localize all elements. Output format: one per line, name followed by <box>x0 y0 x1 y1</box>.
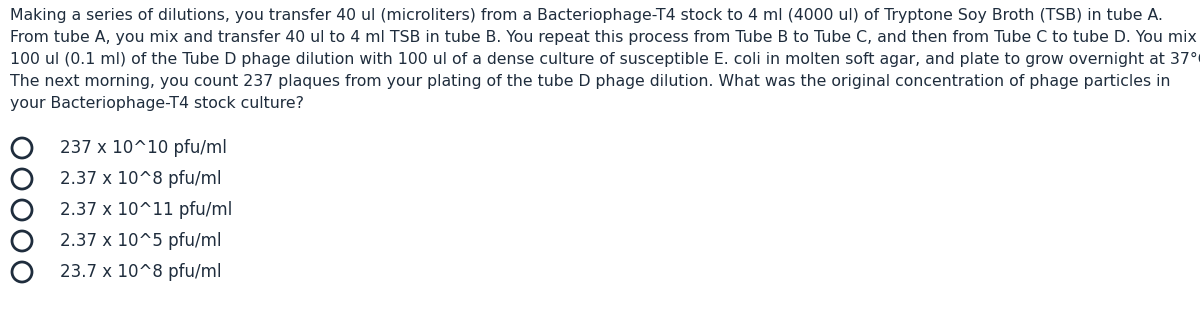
Text: 23.7 x 10^8 pfu/ml: 23.7 x 10^8 pfu/ml <box>60 263 222 281</box>
Text: Making a series of dilutions, you transfer 40 ul (microliters) from a Bacterioph: Making a series of dilutions, you transf… <box>10 8 1163 23</box>
Text: From tube A, you mix and transfer 40 ul to 4 ml TSB in tube B. You repeat this p: From tube A, you mix and transfer 40 ul … <box>10 30 1196 45</box>
Text: 2.37 x 10^11 pfu/ml: 2.37 x 10^11 pfu/ml <box>60 201 233 219</box>
Text: your Bacteriophage-T4 stock culture?: your Bacteriophage-T4 stock culture? <box>10 96 304 111</box>
Text: 2.37 x 10^8 pfu/ml: 2.37 x 10^8 pfu/ml <box>60 170 222 188</box>
Text: 237 x 10^10 pfu/ml: 237 x 10^10 pfu/ml <box>60 139 227 157</box>
Text: 100 ul (0.1 ml) of the Tube D phage dilution with 100 ul of a dense culture of s: 100 ul (0.1 ml) of the Tube D phage dilu… <box>10 52 1200 67</box>
Text: The next morning, you count 237 plaques from your plating of the tube D phage di: The next morning, you count 237 plaques … <box>10 74 1170 89</box>
Text: 2.37 x 10^5 pfu/ml: 2.37 x 10^5 pfu/ml <box>60 232 222 250</box>
